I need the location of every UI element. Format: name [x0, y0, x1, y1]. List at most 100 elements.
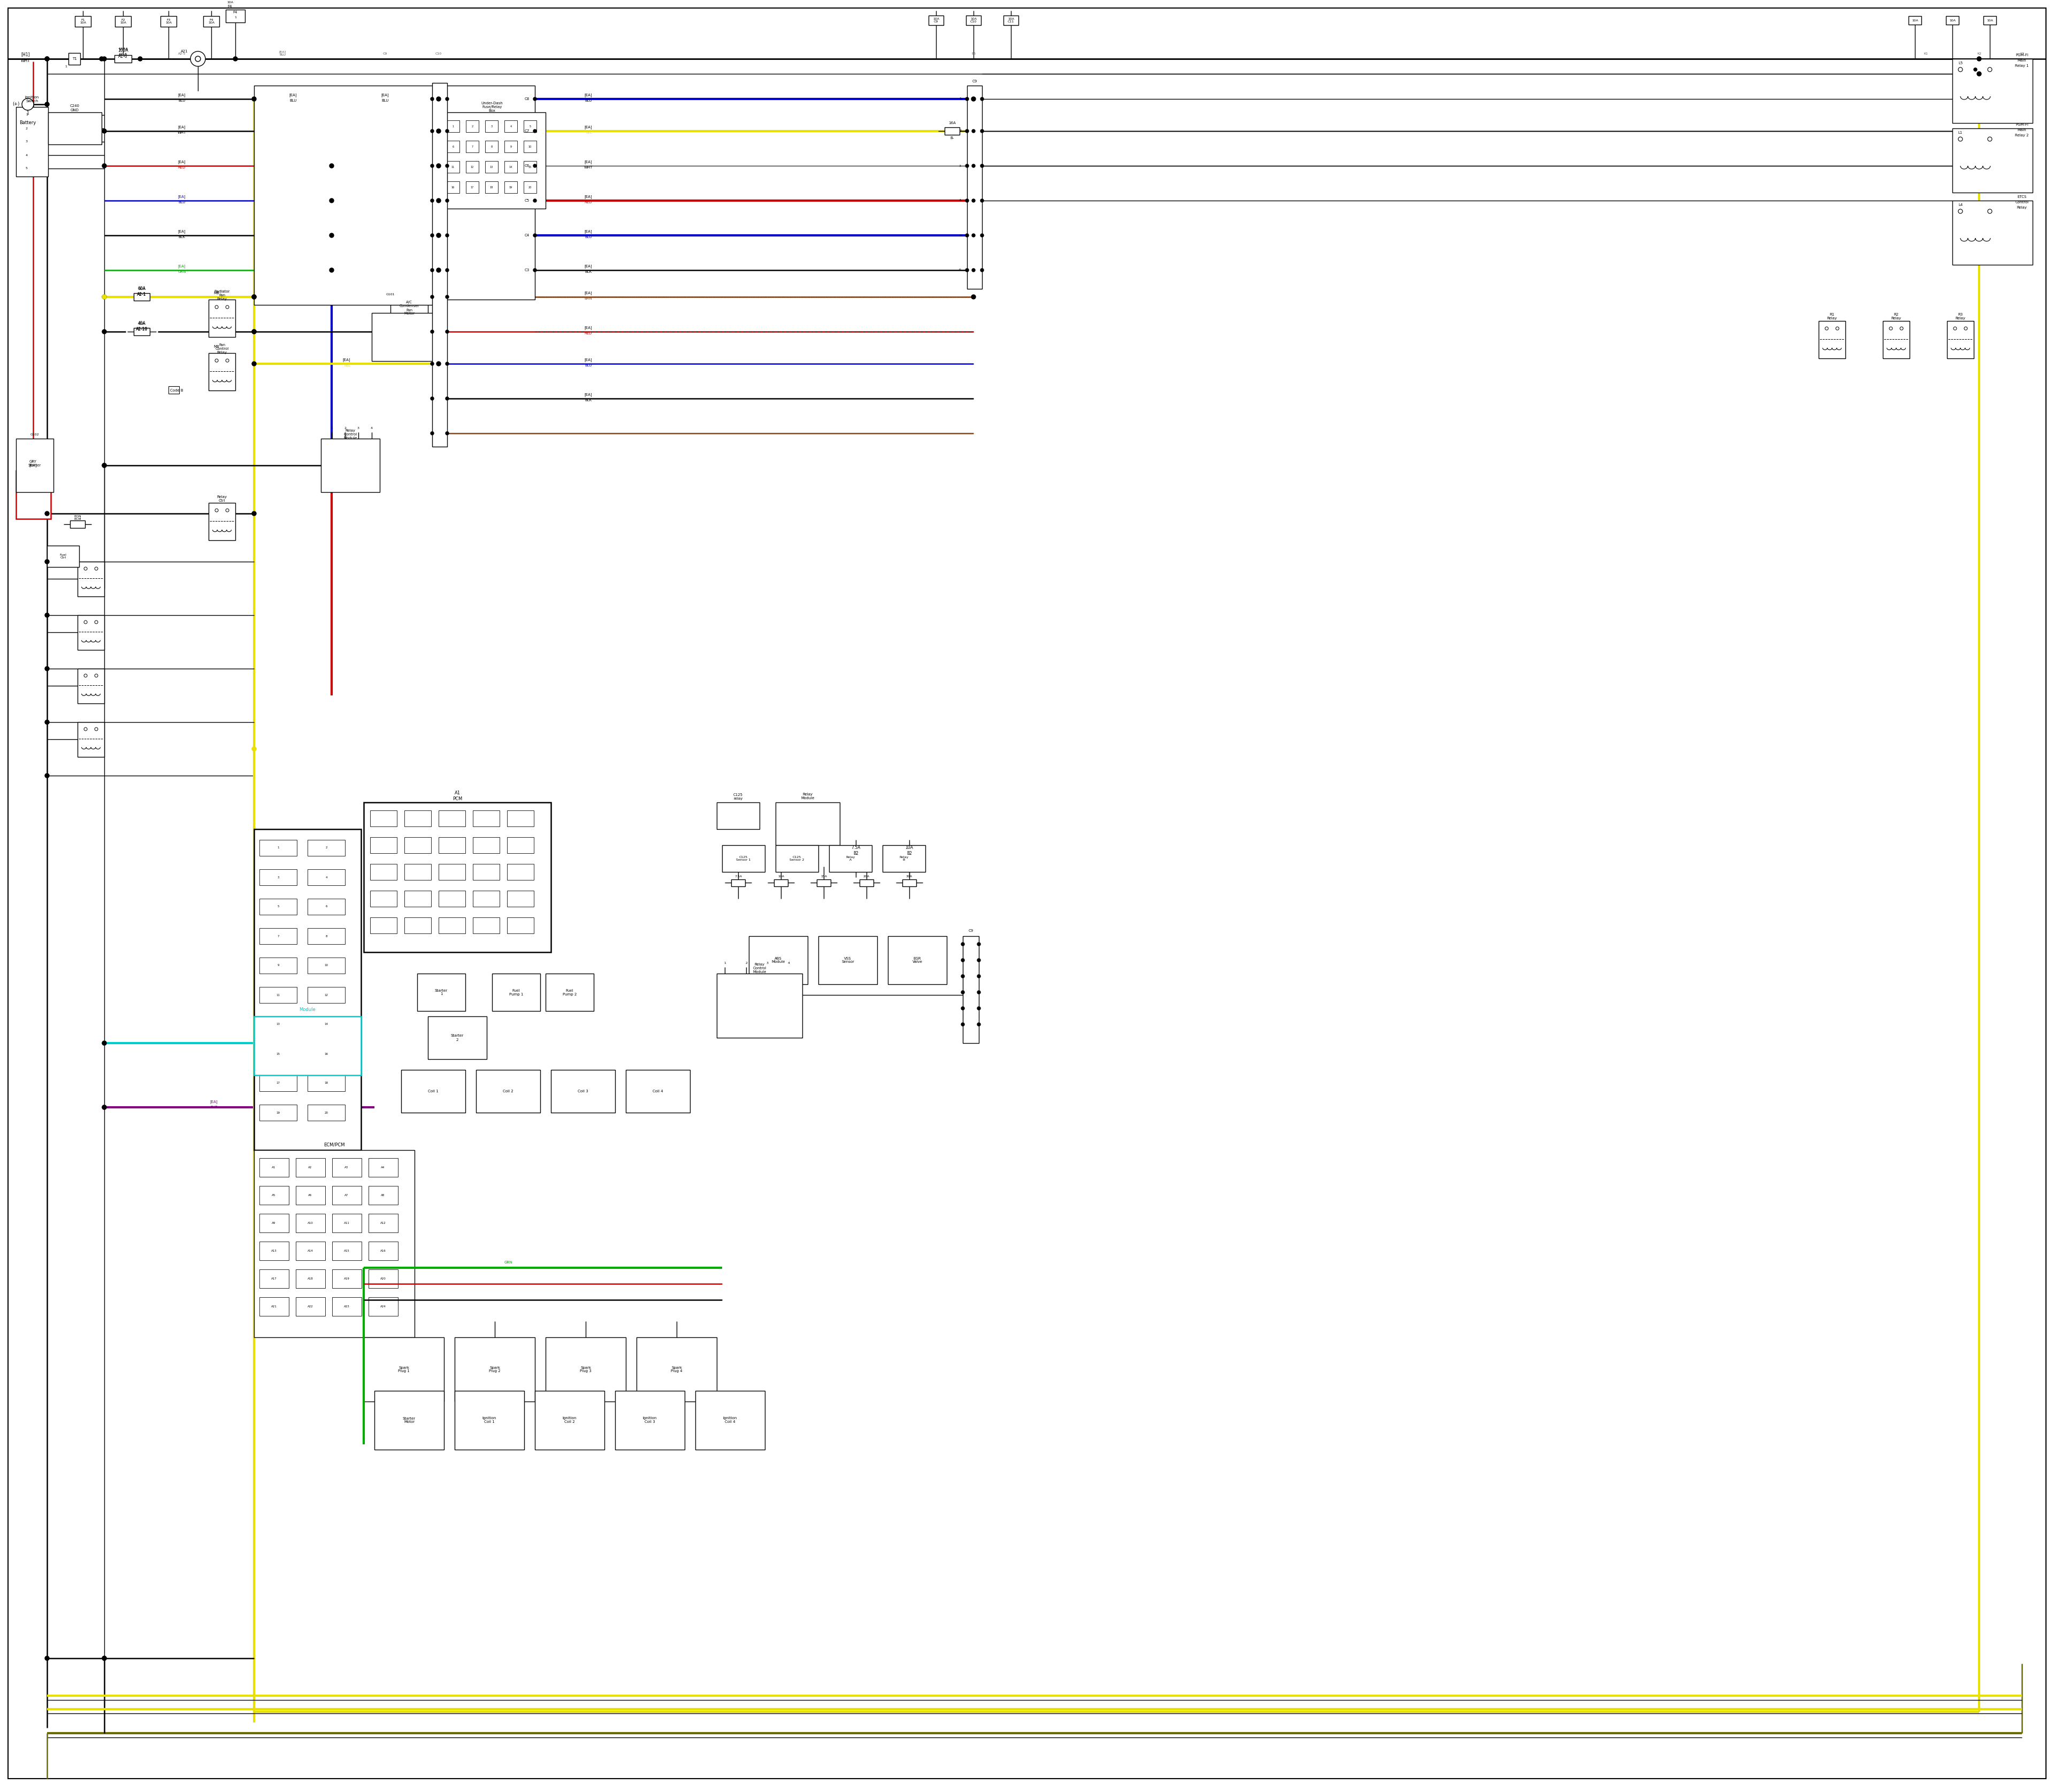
- Bar: [750, 935, 807, 984]
- Bar: [370, 837, 396, 853]
- Text: 13: 13: [491, 165, 493, 168]
- Circle shape: [23, 99, 33, 109]
- Text: WHT: WHT: [583, 167, 594, 168]
- Text: A24: A24: [380, 1305, 386, 1308]
- Text: A17: A17: [271, 1278, 277, 1279]
- Bar: [454, 1337, 534, 1401]
- Circle shape: [45, 57, 49, 61]
- Circle shape: [103, 464, 107, 468]
- Bar: [524, 120, 536, 133]
- Circle shape: [431, 97, 433, 100]
- Text: 3: 3: [25, 140, 29, 143]
- Text: C5: C5: [524, 199, 530, 202]
- Circle shape: [94, 674, 99, 677]
- Text: A4: A4: [382, 1167, 384, 1168]
- Text: Spark
Plug 4: Spark Plug 4: [672, 1366, 682, 1373]
- Circle shape: [446, 97, 448, 100]
- Bar: [717, 803, 760, 830]
- Circle shape: [965, 233, 969, 237]
- Circle shape: [1976, 72, 1982, 75]
- Text: 1: 1: [446, 97, 448, 100]
- Bar: [466, 161, 479, 172]
- Bar: [446, 161, 460, 172]
- Circle shape: [329, 233, 333, 238]
- Text: 10: 10: [528, 145, 532, 149]
- Circle shape: [216, 358, 218, 362]
- Text: C3: C3: [524, 269, 530, 272]
- Bar: [70, 520, 84, 529]
- Bar: [493, 973, 540, 1011]
- Text: GRN: GRN: [179, 271, 187, 274]
- Bar: [368, 1297, 398, 1315]
- Bar: [364, 803, 550, 952]
- Text: BLU: BLU: [179, 201, 185, 204]
- Text: A2: A2: [308, 1167, 312, 1168]
- Text: L1: L1: [1957, 131, 1964, 134]
- Bar: [928, 16, 943, 25]
- Circle shape: [972, 294, 976, 299]
- Bar: [259, 1158, 290, 1177]
- Bar: [320, 439, 380, 493]
- Circle shape: [1826, 326, 1828, 330]
- Bar: [259, 1016, 298, 1032]
- Text: R1
Relay: R1 Relay: [1826, 314, 1836, 321]
- Circle shape: [84, 674, 86, 677]
- Circle shape: [972, 199, 976, 202]
- Bar: [472, 837, 499, 853]
- Text: C8: C8: [524, 97, 530, 100]
- Bar: [1947, 321, 1974, 358]
- Circle shape: [980, 199, 984, 202]
- Bar: [696, 1391, 764, 1450]
- Bar: [308, 1047, 345, 1063]
- Text: A11: A11: [343, 1222, 349, 1224]
- Circle shape: [438, 233, 440, 237]
- Circle shape: [103, 464, 107, 468]
- Text: C6: C6: [524, 165, 530, 167]
- Text: 20: 20: [528, 186, 532, 188]
- Circle shape: [438, 97, 440, 100]
- Text: BLU: BLU: [585, 99, 592, 102]
- Bar: [446, 142, 460, 152]
- Circle shape: [431, 165, 433, 167]
- Circle shape: [438, 269, 440, 272]
- Circle shape: [94, 728, 99, 731]
- Text: [EA]: [EA]: [343, 358, 351, 362]
- Text: A7: A7: [345, 1193, 349, 1197]
- Text: A21: A21: [271, 1305, 277, 1308]
- Circle shape: [1957, 210, 1962, 213]
- Bar: [965, 16, 982, 25]
- Bar: [963, 935, 980, 1043]
- Circle shape: [103, 1656, 107, 1661]
- Bar: [524, 142, 536, 152]
- Bar: [507, 837, 534, 853]
- Text: Relay
A: Relay A: [846, 855, 854, 862]
- Circle shape: [438, 129, 440, 133]
- Circle shape: [438, 165, 440, 167]
- Circle shape: [84, 620, 86, 624]
- Bar: [859, 880, 873, 885]
- Circle shape: [103, 1106, 107, 1109]
- Text: RED: RED: [585, 332, 592, 335]
- Text: Fuel
Ctrl: Fuel Ctrl: [60, 554, 66, 559]
- Text: 1: 1: [27, 111, 29, 115]
- Text: 2: 2: [343, 426, 345, 430]
- Circle shape: [438, 199, 440, 202]
- Bar: [472, 918, 499, 934]
- Text: [EA]: [EA]: [382, 93, 388, 97]
- Text: [EA]: [EA]: [29, 464, 37, 468]
- Text: C9: C9: [382, 52, 388, 56]
- Bar: [887, 935, 947, 984]
- Text: T1: T1: [72, 57, 76, 61]
- Text: A18: A18: [308, 1278, 312, 1279]
- Bar: [296, 1158, 325, 1177]
- Bar: [427, 1016, 487, 1059]
- Bar: [259, 1075, 298, 1091]
- Bar: [902, 853, 916, 860]
- Text: Coil 3: Coil 3: [577, 1090, 587, 1093]
- Text: [EA]: [EA]: [585, 125, 592, 129]
- Text: R2
Relay: R2 Relay: [1892, 314, 1902, 321]
- Circle shape: [972, 97, 976, 100]
- Circle shape: [253, 511, 257, 516]
- Bar: [115, 16, 131, 27]
- Circle shape: [978, 943, 980, 946]
